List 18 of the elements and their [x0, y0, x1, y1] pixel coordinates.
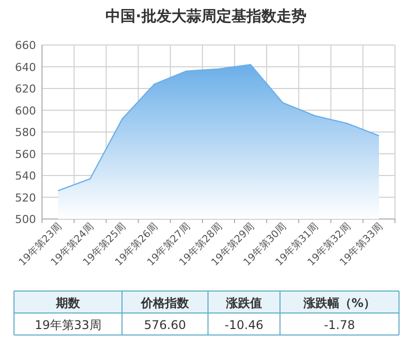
y-tick-label: 600	[15, 104, 36, 118]
text: 19年第33周	[34, 318, 102, 332]
text: 价格指数	[140, 296, 190, 310]
y-tick-label: 660	[15, 39, 36, 52]
chart-title: 中国·批发大蒜周定基指数走势	[106, 7, 306, 25]
text: 涨跌值	[225, 296, 262, 310]
text: -10.46	[224, 318, 264, 332]
text: -1.78	[324, 318, 356, 332]
text: 576.60	[144, 318, 186, 332]
y-tick-label: 500	[15, 213, 36, 226]
y-tick-label: 520	[15, 191, 36, 204]
text: 涨跌幅（%）	[302, 296, 376, 310]
y-tick-label: 560	[15, 148, 36, 161]
y-tick-label: 540	[15, 170, 36, 182]
y-tick-label: 580	[15, 126, 36, 139]
y-tick-label: 640	[15, 60, 36, 74]
text: 期数	[55, 296, 81, 310]
y-tick-label: 620	[15, 82, 36, 96]
